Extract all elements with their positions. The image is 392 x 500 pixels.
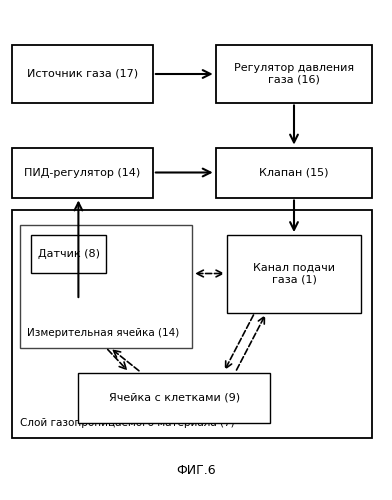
FancyBboxPatch shape [227,235,361,312]
FancyBboxPatch shape [12,210,372,438]
FancyBboxPatch shape [12,148,153,198]
Text: Клапан (15): Клапан (15) [259,168,329,177]
Text: ПИД-регулятор (14): ПИД-регулятор (14) [24,168,140,177]
Text: ФИГ.6: ФИГ.6 [176,464,216,477]
Text: Датчик (8): Датчик (8) [38,248,100,259]
FancyBboxPatch shape [216,148,372,198]
Text: Источник газа (17): Источник газа (17) [27,68,138,78]
FancyBboxPatch shape [78,372,270,422]
Text: Регулятор давления
газа (16): Регулятор давления газа (16) [234,63,354,84]
Text: Ячейка с клетками (9): Ячейка с клетками (9) [109,392,240,402]
FancyBboxPatch shape [20,225,192,348]
Text: Канал подачи
газа (1): Канал подачи газа (1) [253,263,335,284]
Text: Слой газопроницаемого материала (7): Слой газопроницаемого материала (7) [20,418,234,428]
FancyBboxPatch shape [12,45,153,102]
FancyBboxPatch shape [31,235,106,273]
FancyBboxPatch shape [216,45,372,102]
Text: Измерительная ячейка (14): Измерительная ячейка (14) [27,328,180,338]
